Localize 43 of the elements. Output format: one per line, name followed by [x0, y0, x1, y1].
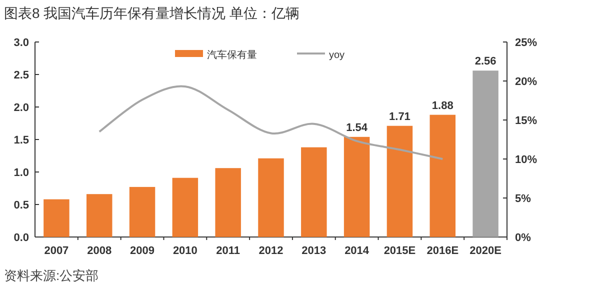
legend-label: 汽车保有量	[207, 49, 257, 61]
y2-tick-label: 5%	[515, 193, 532, 205]
bar	[472, 70, 498, 237]
bar	[344, 136, 370, 237]
x-tick-label: 2007	[44, 245, 69, 257]
bar	[301, 147, 327, 237]
bar	[430, 114, 456, 237]
x-tick-label: 2016E	[426, 245, 459, 257]
x-tick-label: 2013	[302, 245, 326, 257]
data-label: 1.54	[346, 122, 368, 134]
y-tick-label: 0.5	[14, 200, 29, 212]
x-tick-label: 2011	[216, 245, 240, 257]
x-tick-label: 2010	[172, 245, 198, 257]
bar	[172, 178, 198, 237]
y-tick-label: 3.0	[14, 37, 29, 49]
data-label: 2.56	[474, 56, 496, 68]
bar	[44, 199, 70, 237]
bar	[258, 158, 284, 237]
bar	[215, 168, 241, 237]
y-tick-label: 1.5	[14, 134, 29, 146]
y-tick-label: 2.0	[14, 102, 29, 114]
y-tick-label: 1.0	[14, 167, 29, 179]
x-tick-label: 2020E	[470, 245, 502, 257]
x-tick-label: 2009	[130, 245, 155, 257]
bar	[129, 186, 156, 237]
bar	[86, 194, 112, 237]
y-tick-label: 2.5	[14, 70, 29, 82]
y2-tick-label: 25%	[515, 37, 538, 49]
data-label: 1.71	[389, 110, 410, 123]
y2-tick-label: 0%	[515, 232, 532, 244]
y2-tick-label: 15%	[515, 115, 538, 127]
x-tick-label: 2014	[344, 245, 370, 257]
legend-label: yoy	[329, 50, 345, 61]
y2-tick-label: 20%	[515, 76, 538, 88]
y2-tick-label: 10%	[515, 154, 538, 166]
chart-title: 图表8 我国汽车历年保有量增长情况 单位：亿辆	[4, 5, 300, 21]
x-tick-label: 2008	[87, 245, 112, 257]
bar	[386, 126, 413, 237]
x-tick-label: 2012	[258, 245, 284, 257]
data-label: 1.88	[432, 100, 454, 112]
x-tick-label: 2015E	[384, 245, 416, 257]
y-tick-label: 0.0	[14, 232, 29, 244]
text: 资料来源:公安部	[4, 268, 99, 283]
